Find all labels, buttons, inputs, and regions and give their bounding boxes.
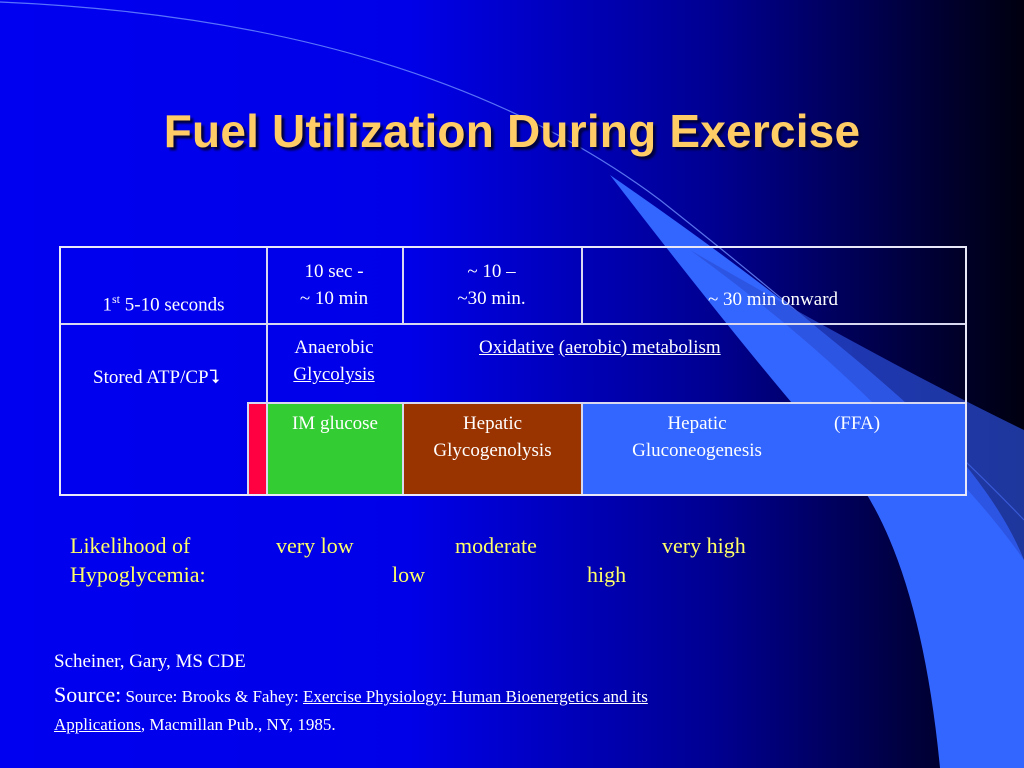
header-cell-first-seconds: 1st 5-10 seconds [102,292,225,316]
col-divider [266,248,268,494]
slide-title: Fuel Utilization During Exercise [163,105,861,157]
likelihood-label-line1: Likelihood of [70,533,191,558]
likelihood-very-low: very low [276,533,354,558]
likelihood-very-high: very high [662,533,746,558]
citation-author: Scheiner, Gary, MS CDE [54,651,246,672]
col-divider [402,248,404,323]
likelihood-moderate: moderate [455,533,537,558]
col-divider [581,402,583,494]
col-divider [402,402,404,494]
col-divider [247,402,249,494]
header-cell-10-30min: ~ 10 – ~30 min. [457,261,526,309]
row-divider [248,402,965,404]
citation-source: Source: Source: Brooks & Fahey: Exercise… [54,682,648,734]
row-divider [61,323,965,325]
stored-atp-bar [248,404,267,494]
col-divider [581,248,583,323]
header-cell-30min-onward: ~ 30 min onward [707,289,839,310]
anaerobic-glycolysis-label: Anaerobic Glycolysis [293,337,375,385]
hepatic-gluconeogenesis-cell: Hepatic (FFA) Gluconeogenesis [582,404,965,494]
im-glucose-cell: IM glucose [267,404,403,494]
header-cell-10sec-10min: 10 sec - ~ 10 min [299,261,369,309]
stored-atp-cp-label: Stored ATP/CP⮧ [93,367,220,388]
likelihood-high: high [587,562,627,587]
likelihood-label-line2: Hypoglycemia: [70,562,206,587]
likelihood-low: low [392,562,425,587]
book-title-link-cont[interactable]: Applications [54,715,141,734]
oxidative-metabolism-label: Oxidative (aerobic) metabolism [479,337,721,358]
hepatic-glycogenolysis-cell: Hepatic Glycogenolysis [403,404,582,494]
book-title-link[interactable]: Exercise Physiology: Human Bioenergetics… [303,687,648,706]
fuel-utilization-table: IM glucose Hepatic Glycogenolysis Hepati… [59,246,967,496]
